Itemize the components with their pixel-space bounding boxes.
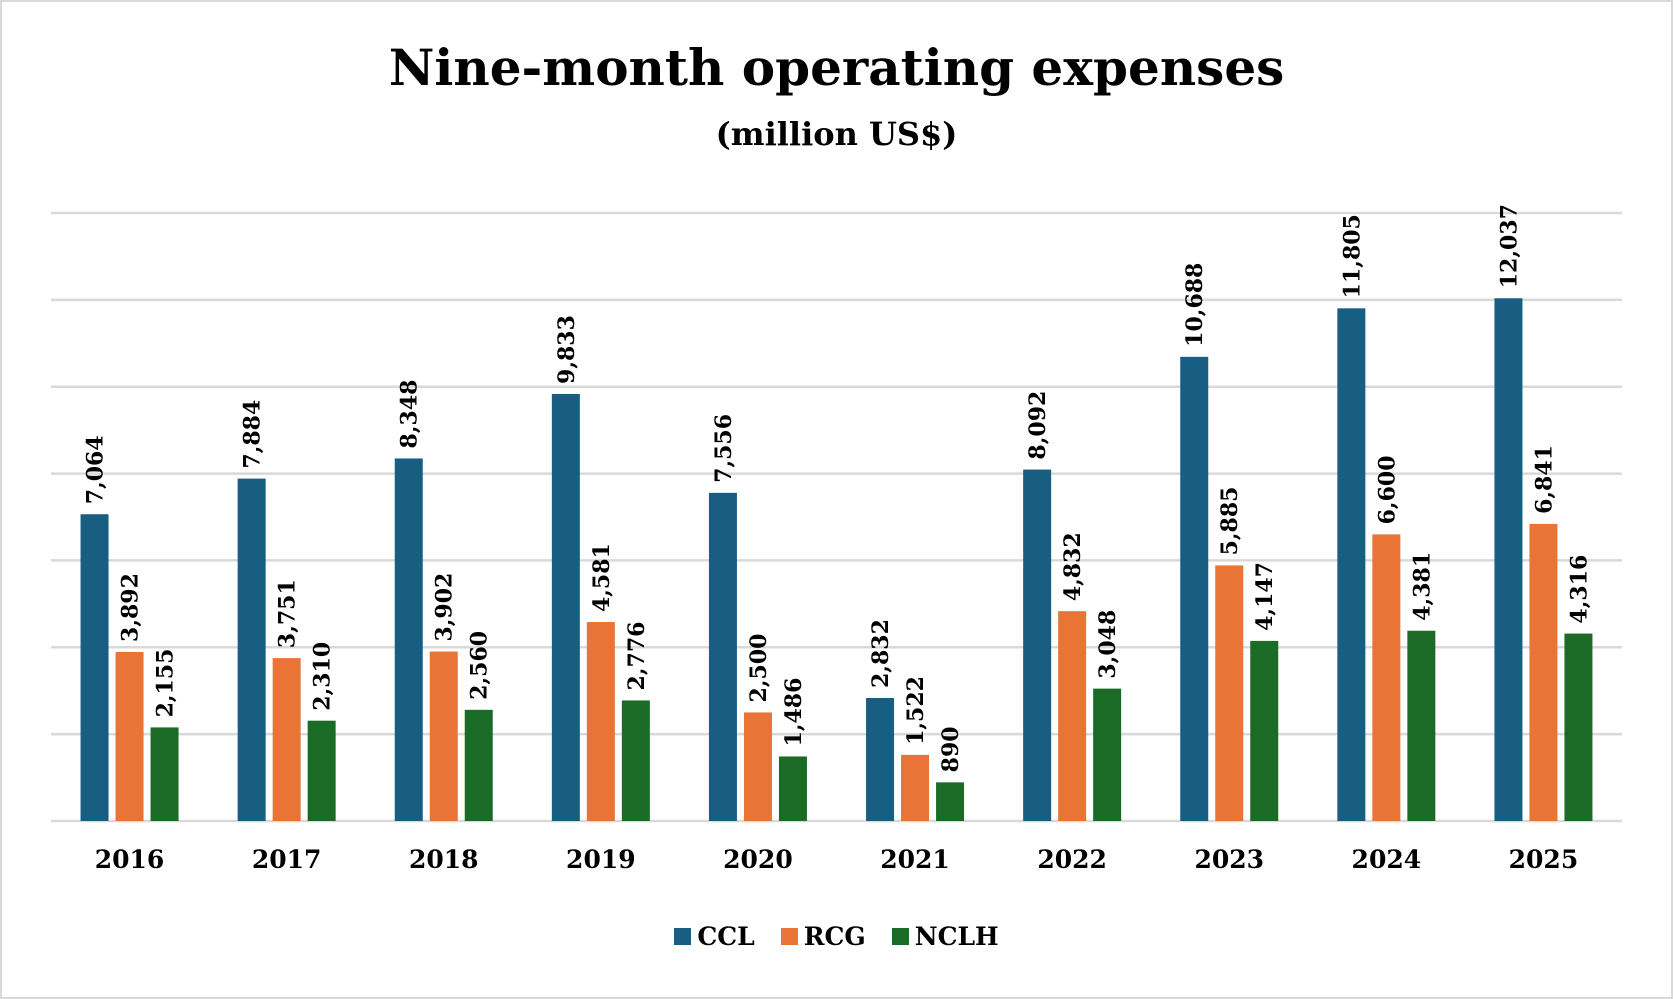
bar-rcg bbox=[1529, 523, 1558, 821]
data-label: 12,037 bbox=[1496, 204, 1522, 288]
bar-nclh bbox=[464, 709, 493, 821]
x-tick-label: 2024 bbox=[1352, 845, 1422, 874]
bar-nclh bbox=[1564, 633, 1593, 821]
data-label: 7,884 bbox=[240, 400, 266, 469]
data-label: 2,500 bbox=[746, 634, 772, 703]
x-tick-label: 2025 bbox=[1509, 845, 1579, 874]
data-label: 3,892 bbox=[118, 573, 144, 642]
data-label: 7,556 bbox=[711, 414, 737, 483]
data-label: 4,316 bbox=[1566, 555, 1592, 624]
bar-rcg bbox=[586, 622, 615, 821]
bar-ccl bbox=[866, 698, 895, 821]
data-label: 7,064 bbox=[83, 435, 109, 504]
bar-rcg bbox=[115, 651, 144, 821]
bar-ccl bbox=[237, 478, 266, 821]
data-label: 6,600 bbox=[1374, 455, 1400, 524]
bar-nclh bbox=[1093, 688, 1122, 821]
bar-ccl bbox=[80, 514, 109, 821]
data-label: 2,776 bbox=[624, 622, 650, 691]
bar-nclh bbox=[778, 756, 807, 821]
x-tick-label: 2022 bbox=[1037, 845, 1107, 874]
bar-rcg bbox=[743, 712, 772, 821]
bar-rcg bbox=[429, 651, 458, 821]
legend-item-ccl: CCL bbox=[674, 922, 755, 951]
x-tick-label: 2016 bbox=[95, 845, 165, 874]
data-label: 3,902 bbox=[432, 573, 458, 642]
bar-nclh bbox=[307, 720, 336, 821]
data-label: 5,885 bbox=[1217, 487, 1243, 556]
bar-nclh bbox=[621, 700, 650, 821]
data-label: 2,310 bbox=[310, 642, 336, 711]
bar-nclh bbox=[936, 782, 965, 821]
data-label: 8,092 bbox=[1025, 391, 1051, 460]
data-label: 2,155 bbox=[153, 649, 179, 718]
data-label: 890 bbox=[938, 726, 964, 772]
legend-swatch bbox=[674, 928, 692, 945]
bar-rcg bbox=[1058, 611, 1087, 821]
data-label: 9,833 bbox=[554, 315, 580, 384]
x-tick-label: 2023 bbox=[1194, 845, 1264, 874]
bar-ccl bbox=[708, 492, 737, 821]
legend: CCL RCG NCLH bbox=[0, 922, 1673, 951]
bar-nclh bbox=[1250, 640, 1279, 821]
data-label: 2,560 bbox=[467, 631, 493, 700]
chart-subtitle: (million US$) bbox=[715, 115, 958, 153]
bar-nclh bbox=[150, 727, 179, 821]
legend-label: RCG bbox=[803, 922, 866, 951]
bar-rcg bbox=[1372, 534, 1401, 821]
bar-ccl bbox=[1494, 298, 1523, 822]
legend-swatch bbox=[891, 928, 909, 945]
bar-rcg bbox=[272, 658, 301, 821]
bar-ccl bbox=[1337, 308, 1366, 822]
data-label: 3,048 bbox=[1095, 610, 1121, 679]
legend-item-nclh: NCLH bbox=[891, 922, 999, 951]
data-label: 2,832 bbox=[868, 619, 894, 688]
bar-ccl bbox=[551, 393, 580, 821]
legend-label: CCL bbox=[697, 922, 755, 951]
data-label: 1,522 bbox=[903, 676, 929, 745]
data-label: 10,688 bbox=[1182, 263, 1208, 347]
bar-ccl bbox=[1023, 469, 1052, 821]
data-label: 4,832 bbox=[1060, 532, 1086, 601]
bar-nclh bbox=[1407, 630, 1436, 821]
data-label: 4,381 bbox=[1409, 552, 1435, 621]
x-tick-label: 2021 bbox=[880, 845, 950, 874]
x-tick-label: 2018 bbox=[409, 845, 479, 874]
legend-item-rcg: RCG bbox=[780, 922, 866, 951]
bar-rcg bbox=[901, 754, 930, 821]
bar-ccl bbox=[1180, 356, 1209, 821]
legend-swatch bbox=[780, 928, 798, 945]
data-label: 4,147 bbox=[1252, 562, 1278, 631]
chart-title: Nine-month operating expenses bbox=[388, 38, 1285, 97]
x-tick-label: 2020 bbox=[723, 845, 793, 874]
data-label: 4,581 bbox=[589, 543, 615, 612]
bar-rcg bbox=[1215, 565, 1244, 821]
data-label: 11,805 bbox=[1339, 214, 1365, 298]
legend-label: NCLH bbox=[914, 922, 999, 951]
x-tick-label: 2019 bbox=[566, 845, 636, 874]
data-label: 3,751 bbox=[275, 579, 301, 648]
data-label: 1,486 bbox=[781, 678, 807, 747]
data-label: 8,348 bbox=[397, 380, 423, 449]
x-tick-label: 2017 bbox=[252, 845, 322, 874]
data-label: 6,841 bbox=[1531, 445, 1557, 514]
bar-ccl bbox=[394, 458, 423, 821]
